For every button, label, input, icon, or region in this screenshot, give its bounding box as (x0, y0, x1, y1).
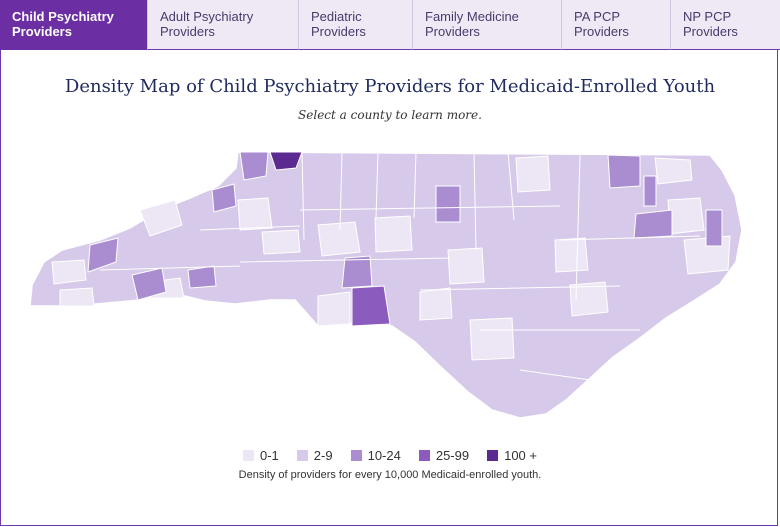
county[interactable] (515, 155, 551, 193)
counties-0-1 (51, 155, 731, 361)
legend-item: 25-99 (418, 448, 470, 463)
tab-label-line2: Providers (12, 24, 72, 39)
legend-label: 2-9 (313, 448, 333, 463)
tab-pediatric[interactable]: Pediatric Providers (299, 0, 413, 50)
county[interactable] (569, 281, 609, 317)
county[interactable] (705, 209, 723, 247)
legend-swatch (243, 450, 254, 461)
legend-label: 10-24 (367, 448, 401, 463)
legend-item: 2-9 (296, 448, 333, 463)
provider-tabs: Child Psychiatry Providers Adult Psychia… (0, 0, 780, 50)
county[interactable] (187, 265, 217, 289)
tab-label-line2: Providers (574, 24, 629, 39)
legend-note: Density of providers for every 10,000 Me… (238, 469, 542, 481)
counties-25-99 (351, 285, 391, 327)
county[interactable] (419, 287, 453, 321)
county[interactable] (607, 154, 641, 189)
legend-swatch (350, 450, 362, 461)
county[interactable] (341, 255, 373, 289)
tab-family-medicine[interactable]: Family Medicine Providers (413, 0, 562, 50)
county[interactable] (211, 183, 237, 213)
tab-label-line2: Providers (160, 24, 215, 39)
county[interactable] (447, 247, 485, 285)
tab-pa-pcp[interactable]: PA PCP Providers (562, 0, 671, 50)
county[interactable] (317, 221, 361, 257)
map-panel (0, 50, 778, 526)
county[interactable] (667, 197, 705, 235)
map-subtitle: Select a county to learn more. (298, 108, 482, 122)
county[interactable] (317, 291, 351, 327)
county[interactable] (469, 317, 515, 361)
map-legend: 0-1 2-9 10-24 25-99 100 + (0, 448, 780, 463)
county[interactable] (239, 151, 269, 181)
county[interactable] (131, 267, 167, 301)
tab-adult-psychiatry[interactable]: Adult Psychiatry Providers (148, 0, 299, 50)
map-title: Density Map of Child Psychiatry Provider… (64, 76, 716, 97)
county[interactable] (51, 259, 87, 285)
tab-label-line1: NP PCP (683, 9, 732, 24)
county[interactable] (261, 229, 301, 255)
county[interactable] (59, 287, 95, 307)
legend-label: 25-99 (435, 448, 470, 463)
tab-child-psychiatry[interactable]: Child Psychiatry Providers (0, 0, 148, 50)
tab-label-line2: Providers (683, 24, 738, 39)
legend-swatch (296, 450, 308, 461)
legend-swatch (487, 450, 499, 461)
county[interactable] (435, 185, 461, 223)
tab-label-line2: Providers (425, 24, 480, 39)
county[interactable] (643, 175, 657, 207)
legend-label: 0-1 (260, 448, 279, 463)
county[interactable] (374, 215, 413, 253)
counties-10-24 (87, 151, 723, 301)
legend-swatch (418, 450, 430, 461)
county-borders (99, 151, 701, 381)
legend-item: 100 + (487, 448, 537, 463)
county[interactable] (87, 237, 119, 273)
county[interactable] (237, 197, 273, 231)
county[interactable] (269, 151, 303, 171)
county[interactable] (654, 157, 693, 185)
county[interactable] (351, 285, 391, 327)
county[interactable] (139, 199, 183, 237)
tab-label-line1: Adult Psychiatry (160, 9, 254, 24)
tab-label-line1: Family Medicine (425, 9, 519, 24)
tab-np-pcp[interactable]: NP PCP Providers (671, 0, 780, 50)
counties-100-plus (269, 151, 303, 171)
tab-label-line1: Pediatric (311, 9, 362, 24)
legend-label: 100 + (504, 448, 537, 463)
tab-label-line2: Providers (311, 24, 366, 39)
county[interactable] (633, 209, 673, 239)
legend-item: 0-1 (243, 448, 279, 463)
legend-item: 10-24 (350, 448, 401, 463)
county[interactable] (554, 237, 589, 273)
tab-label-line1: Child Psychiatry (12, 9, 114, 24)
tab-label-line1: PA PCP (574, 9, 621, 24)
